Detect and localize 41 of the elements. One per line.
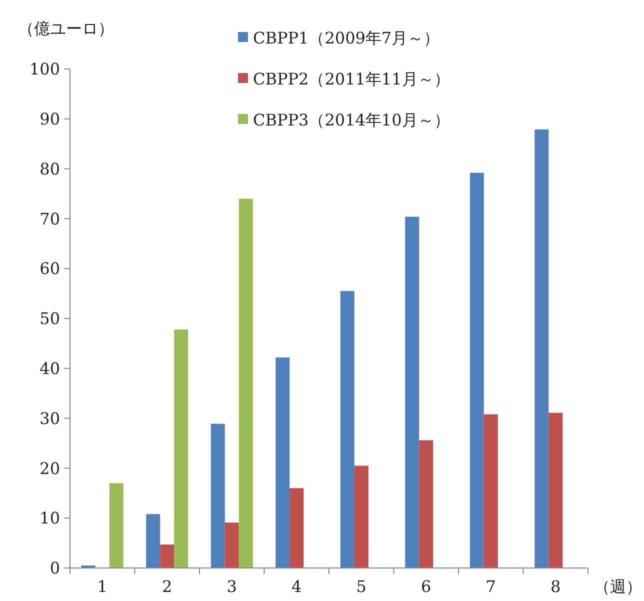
y-tick-label: 0	[50, 558, 60, 578]
x-tick-label: 1	[97, 577, 108, 596]
bar	[224, 522, 239, 568]
y-tick-label: 30	[40, 408, 60, 428]
y-tick-label: 10	[40, 508, 60, 528]
bar	[276, 357, 290, 568]
x-tick-label: 7	[486, 577, 496, 596]
y-tick-label: 90	[40, 110, 60, 128]
bar	[210, 424, 225, 568]
bar	[470, 172, 484, 568]
x-tick-label: 5	[356, 577, 366, 596]
bar	[146, 514, 160, 568]
legend-label: CBPP3（2014年10月～）	[253, 110, 450, 130]
y-tick-label: 100	[29, 60, 60, 79]
legend-label: CBPP1（2009年7月～）	[253, 28, 440, 48]
y-tick-label: 70	[40, 209, 60, 228]
bar	[340, 291, 354, 568]
x-tick-label: 6	[421, 577, 432, 596]
y-axis-title: （億ユーロ）	[18, 19, 114, 38]
x-tick-label: 2	[162, 577, 172, 596]
bar	[174, 329, 188, 568]
y-tick-label: 80	[40, 159, 60, 178]
bar	[160, 544, 174, 568]
x-tick-label: 3	[226, 577, 237, 596]
x-axis-title: （週）	[594, 577, 642, 596]
x-tick-label: 4	[292, 577, 302, 596]
bar	[354, 466, 368, 568]
x-tick-label: 8	[550, 577, 561, 596]
y-tick-label: 60	[40, 259, 60, 278]
bar	[534, 129, 549, 568]
bar	[290, 488, 304, 568]
legend-label: CBPP2（2011年11月～）	[253, 70, 450, 89]
bar	[548, 412, 563, 568]
y-tick-label: 40	[40, 359, 60, 378]
y-tick-label: 50	[40, 309, 60, 328]
bar	[419, 440, 434, 568]
bar	[484, 414, 498, 568]
bar	[238, 198, 253, 568]
bar	[109, 483, 124, 568]
bar	[405, 216, 420, 568]
y-tick-label: 20	[40, 458, 60, 478]
